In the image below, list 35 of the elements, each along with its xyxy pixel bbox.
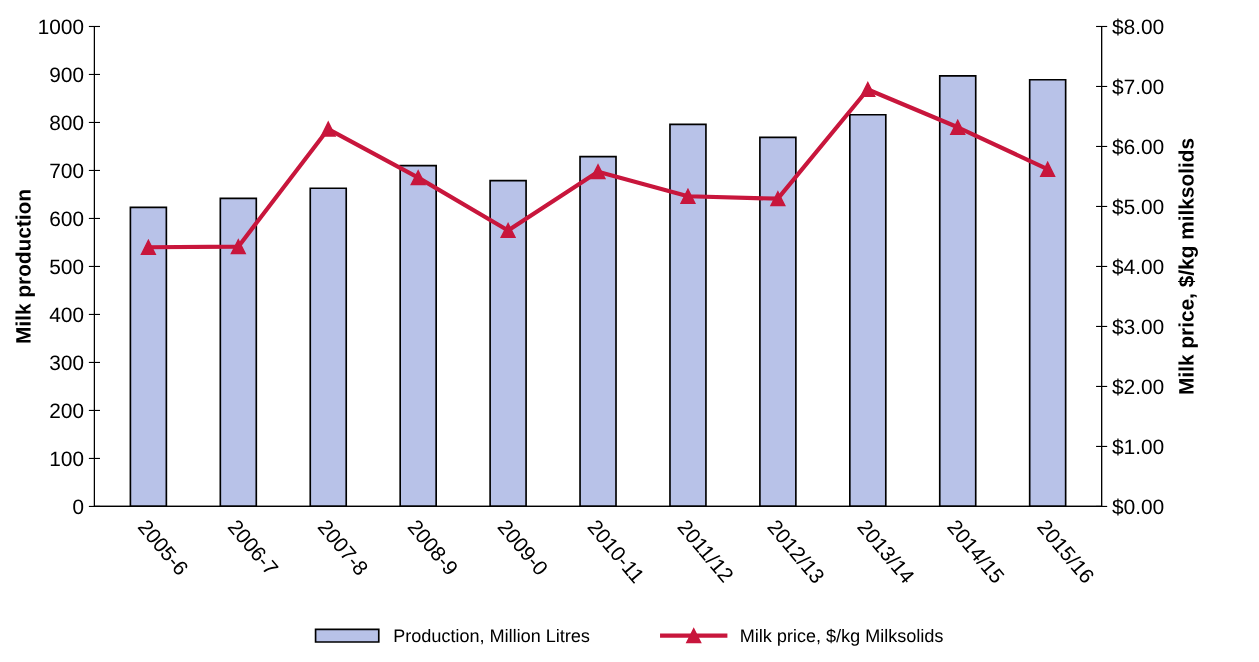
- y2-tick-label: $0.00: [1112, 498, 1164, 516]
- point: [590, 164, 606, 180]
- point: [140, 239, 157, 255]
- y-tick-label: 700: [50, 163, 84, 179]
- point: [320, 121, 336, 137]
- y2-tick-label: $8.00: [1112, 18, 1164, 36]
- legend-label: Milk price, $/kg Milksolids: [741, 628, 943, 646]
- y-tick-label: 100: [50, 451, 84, 467]
- y-axis-title: Milk production: [15, 190, 35, 343]
- point: [680, 188, 696, 204]
- y-tick-label: 900: [50, 67, 84, 83]
- y2-tick-label: $6.00: [1112, 138, 1164, 156]
- point: [1040, 161, 1056, 177]
- y-tick-label: 800: [50, 115, 84, 131]
- point: [770, 191, 786, 207]
- y-tick-label: 0: [73, 499, 84, 515]
- legend-label: Production, Million Litres: [394, 628, 590, 645]
- y-tick-label: 500: [50, 259, 84, 275]
- y2-tick-label: $2.00: [1112, 378, 1164, 396]
- point: [860, 81, 876, 98]
- y-tick-label: 400: [49, 307, 84, 323]
- y2-tick-label: $4.00: [1112, 258, 1164, 276]
- y2-tick-label: $5.00: [1112, 198, 1164, 216]
- point: [230, 239, 246, 255]
- y-tick-label: 300: [50, 355, 84, 371]
- y2-tick-label: $1.00: [1112, 438, 1164, 456]
- y-tick-label: 600: [50, 211, 84, 227]
- y-tick-label: 200: [50, 403, 84, 419]
- y2-tick-label: $7.00: [1112, 78, 1164, 96]
- y2-axis-title: Milk price, $/kg milksolids: [1178, 138, 1198, 394]
- y2-tick-label: $3.00: [1112, 318, 1164, 336]
- point: [950, 119, 966, 135]
- point: [410, 170, 426, 186]
- point: [500, 222, 516, 239]
- y-tick-label: 1000: [39, 19, 84, 35]
